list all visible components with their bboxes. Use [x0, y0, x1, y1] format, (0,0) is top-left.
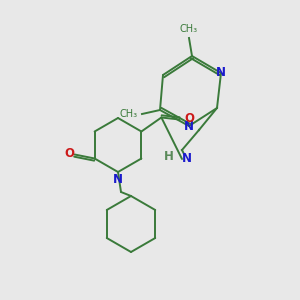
Text: CH₃: CH₃ — [120, 109, 138, 119]
Text: O: O — [64, 147, 75, 160]
Text: N: N — [184, 119, 194, 133]
Text: H: H — [164, 149, 174, 163]
Text: N: N — [216, 67, 226, 80]
Text: O: O — [184, 112, 194, 125]
Text: N: N — [182, 152, 192, 164]
Text: N: N — [113, 173, 123, 186]
Text: CH₃: CH₃ — [180, 24, 198, 34]
